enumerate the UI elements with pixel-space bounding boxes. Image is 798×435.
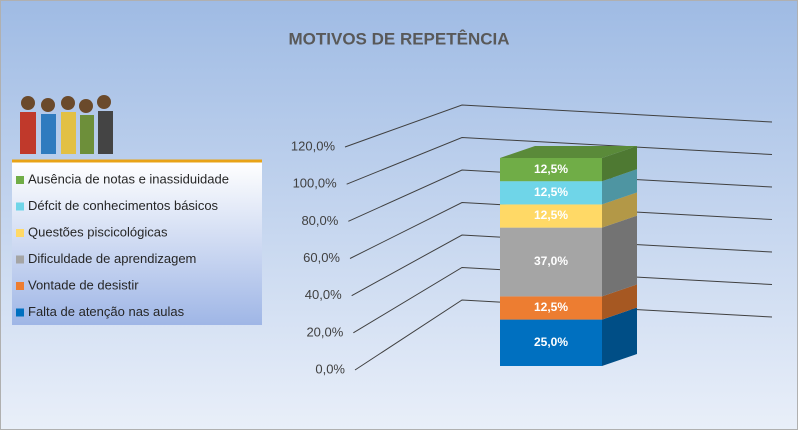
y-tick-label: 60,0% xyxy=(303,250,340,265)
chart-title: MOTIVOS DE REPETÊNCIA xyxy=(288,29,509,48)
legend-label: Ausência de notas e inassiduidade xyxy=(28,171,229,186)
legend-label: Défcit de conhecimentos básicos xyxy=(28,198,219,213)
y-tick-label: 120,0% xyxy=(291,138,336,153)
chart: MOTIVOS DE REPETÊNCIA 0,0% 20,0% 40,0% 60,0… xyxy=(0,0,798,430)
y-tick-label: 0,0% xyxy=(315,361,345,376)
value-label: 12,5% xyxy=(534,185,568,199)
legend-label: Falta de atenção nas aulas xyxy=(28,304,185,319)
legend-swatch xyxy=(16,203,24,211)
value-label: 25,0% xyxy=(534,335,568,349)
legend-label: Vontade de desistir xyxy=(28,277,139,292)
value-label: 37,0% xyxy=(534,254,568,268)
people-image xyxy=(20,95,113,154)
legend-swatch xyxy=(16,229,24,237)
legend-box xyxy=(12,162,262,325)
y-tick-label: 40,0% xyxy=(305,287,342,302)
y-tick-label: 100,0% xyxy=(293,176,338,191)
value-label: 12,5% xyxy=(534,162,568,176)
legend-label: Questões piscicológicas xyxy=(28,224,168,239)
value-label: 12,5% xyxy=(534,300,568,314)
bar-side xyxy=(602,216,637,297)
value-label: 12,5% xyxy=(534,208,568,222)
legend-swatch xyxy=(16,309,24,317)
legend-label: Dificuldade de aprendizagem xyxy=(28,251,196,266)
legend-swatch xyxy=(16,282,24,290)
legend-swatch xyxy=(16,256,24,264)
legend-swatch xyxy=(16,176,24,184)
y-tick-label: 80,0% xyxy=(301,213,338,228)
y-tick-label: 20,0% xyxy=(306,324,343,339)
